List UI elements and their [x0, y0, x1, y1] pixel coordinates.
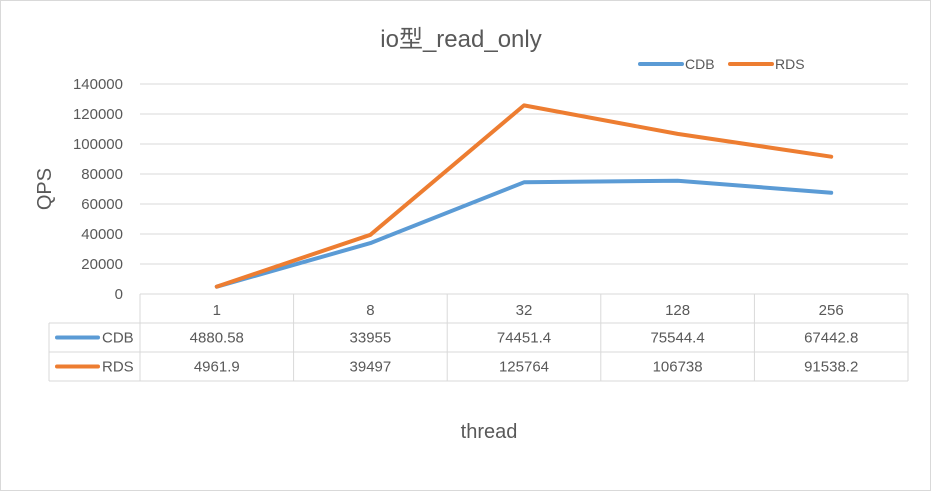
- data-label: 74451.4: [497, 330, 551, 347]
- x-tick-label: 128: [665, 302, 690, 319]
- data-label: 4880.58: [190, 330, 244, 347]
- gridlines: [140, 83, 908, 265]
- y-tick-label: 0: [115, 286, 123, 303]
- data-label: 125764: [499, 359, 549, 376]
- data-label: 75544.4: [650, 330, 704, 347]
- y-tick-label: 40000: [81, 226, 123, 243]
- data-label: 91538.2: [804, 359, 858, 376]
- legend-label: RDS: [775, 56, 805, 72]
- series-line-rds: [214, 103, 834, 289]
- data-label: 67442.8: [804, 330, 858, 347]
- x-axis-title: thread: [461, 421, 518, 443]
- y-tick-label: 20000: [81, 256, 123, 273]
- y-tick-label: 140000: [73, 76, 123, 93]
- series-line-cdb: [214, 178, 834, 289]
- chart-title: io型_read_only: [380, 26, 541, 53]
- x-tick-label: 32: [516, 302, 533, 319]
- y-tick-label: 60000: [81, 196, 123, 213]
- x-tick-label: 1: [213, 302, 221, 319]
- data-label: 4961.9: [194, 359, 240, 376]
- x-tick-label: 256: [819, 302, 844, 319]
- table-series-label: RDS: [102, 359, 134, 376]
- legend-label: CDB: [685, 56, 715, 72]
- x-tick-label: 8: [366, 302, 374, 319]
- y-axis-ticks: 0 20000 40000 60000 80000 100000 120000 140000: [73, 76, 123, 303]
- legend: CDB RDS: [638, 56, 805, 72]
- data-label: 39497: [350, 359, 392, 376]
- y-axis-title: QPS: [34, 168, 56, 210]
- plot-series: [214, 103, 834, 289]
- y-tick-label: 100000: [73, 136, 123, 153]
- data-label: 33955: [350, 330, 392, 347]
- data-table: 1 8 32 128 256 CDB 4880.58 33955 74451.4 75544.4 6…: [48, 293, 909, 382]
- data-label: 106738: [653, 359, 703, 376]
- y-tick-label: 80000: [81, 166, 123, 183]
- table-series-label: CDB: [102, 330, 134, 347]
- y-tick-label: 120000: [73, 106, 123, 123]
